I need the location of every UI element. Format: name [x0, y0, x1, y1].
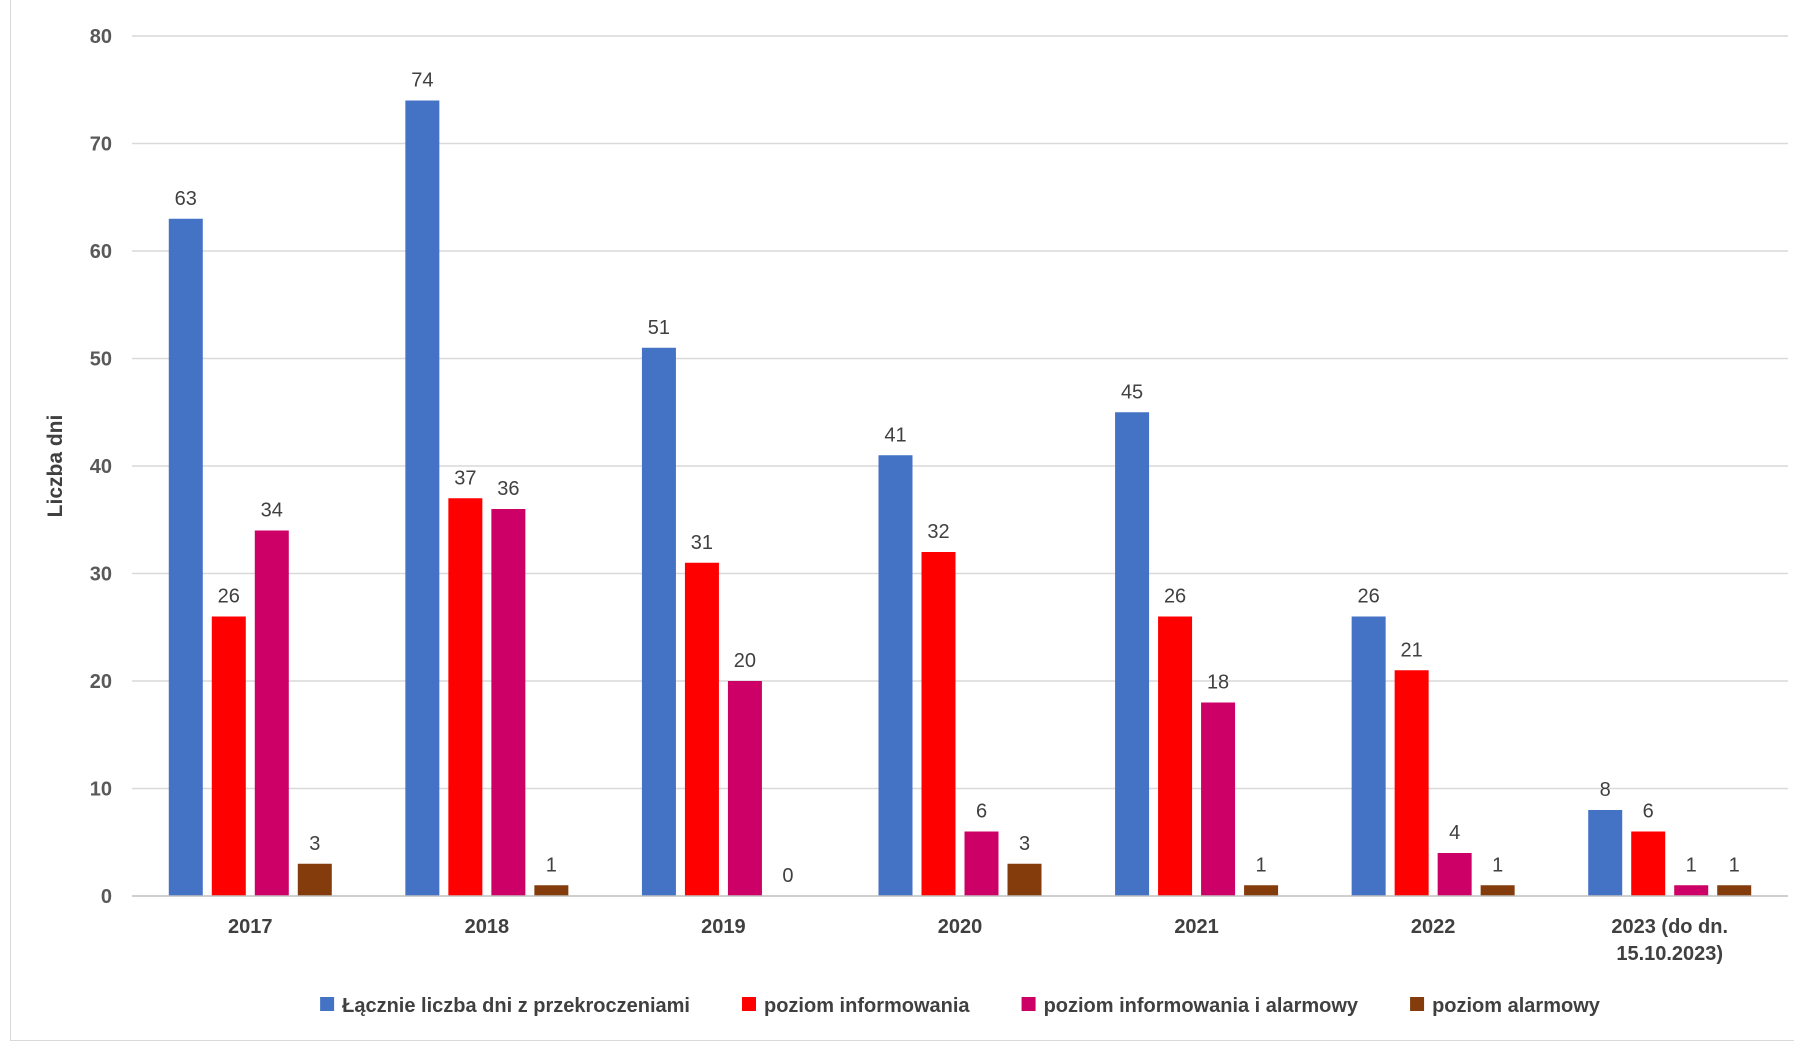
data-label: 34 [261, 500, 283, 522]
data-label: 4 [1449, 822, 1460, 844]
x-axis-categories: 2017 2018 2019 2020 2021 2022 2023 (do dn. 15.1… [228, 916, 1728, 965]
data-label: 45 [1121, 381, 1143, 403]
data-label: 36 [497, 478, 519, 500]
bar [254, 530, 289, 896]
bar [1158, 616, 1193, 896]
y-axis-title: Liczba dni [44, 415, 67, 518]
data-label: 1 [1686, 854, 1697, 876]
bar [921, 552, 956, 896]
data-label: 31 [691, 532, 713, 554]
bar [641, 347, 676, 896]
x-tick-label-line: 2020 [938, 916, 983, 938]
data-label: 26 [218, 586, 240, 608]
bar [1631, 831, 1666, 896]
bar [168, 218, 203, 896]
data-label: 32 [927, 521, 949, 543]
bar [1674, 885, 1709, 896]
bar [727, 681, 762, 896]
bar [491, 509, 526, 896]
data-label: 37 [454, 467, 476, 489]
x-tick-label: 2020 [938, 916, 983, 938]
data-label: 1 [546, 854, 557, 876]
bar [878, 455, 913, 896]
bar [1717, 885, 1752, 896]
bar [1351, 616, 1386, 896]
data-label: 51 [648, 317, 670, 339]
legend-label: poziom alarmowy [1432, 995, 1601, 1017]
y-tick-label: 70 [90, 134, 112, 156]
data-label: 41 [884, 424, 906, 446]
x-tick-label-line: 2021 [1174, 916, 1219, 938]
bar [1588, 810, 1623, 896]
bar [534, 885, 569, 896]
x-tick-label-line: 2018 [465, 916, 510, 938]
bar [405, 100, 440, 896]
data-label: 6 [976, 801, 987, 823]
y-tick-label: 50 [90, 349, 112, 371]
data-label: 3 [309, 833, 320, 855]
y-tick-label: 60 [90, 241, 112, 263]
legend-swatch [320, 997, 335, 1011]
x-tick-label-line: 2023 (do dn. [1611, 916, 1728, 938]
y-tick-label: 30 [90, 564, 112, 586]
data-label: 8 [1600, 779, 1611, 801]
data-label: 21 [1401, 639, 1423, 661]
data-label: 63 [175, 188, 197, 210]
x-tick-label-line: 2019 [701, 916, 746, 938]
x-tick-label: 2017 [228, 916, 273, 938]
data-label: 3 [1019, 833, 1030, 855]
bar [1480, 885, 1515, 896]
x-tick-label: 2019 [701, 916, 746, 938]
bars [168, 100, 1752, 896]
legend-swatch [1021, 997, 1036, 1011]
y-tick-label: 40 [90, 456, 112, 478]
data-label: 0 [782, 865, 793, 887]
data-label: 74 [411, 70, 433, 92]
y-tick-label: 0 [101, 886, 112, 908]
y-tick-label: 10 [90, 779, 112, 801]
x-tick-label-line: 2017 [228, 916, 273, 938]
data-label: 1 [1729, 854, 1740, 876]
x-tick-label: 2021 [1174, 916, 1219, 938]
bar [684, 562, 719, 896]
bar [1437, 853, 1472, 896]
x-tick-label: 2018 [465, 916, 510, 938]
data-label: 6 [1643, 801, 1654, 823]
data-label: 1 [1256, 854, 1267, 876]
bar [1244, 885, 1279, 896]
bar [211, 616, 246, 896]
bar [964, 831, 999, 896]
x-tick-label-line: 15.10.2023) [1616, 943, 1723, 965]
bar [1394, 670, 1429, 896]
gridlines [132, 35, 1788, 790]
chart-frame [10, 0, 1794, 1041]
bar [1115, 412, 1150, 896]
data-label: 20 [734, 650, 756, 672]
legend: Łącznie liczba dni z przekroczeniami pozi… [320, 995, 1601, 1017]
legend-swatch [1410, 997, 1425, 1011]
bar [1201, 702, 1236, 896]
x-tick-label: 2022 [1411, 916, 1456, 938]
bar [297, 863, 332, 896]
bar [448, 498, 483, 896]
data-label: 26 [1164, 586, 1186, 608]
legend-label: poziom informowania i alarmowy [1044, 995, 1359, 1017]
legend-label: poziom informowania [764, 995, 970, 1017]
x-tick-label: 2023 (do dn. 15.10.2023) [1611, 916, 1728, 965]
data-label: 18 [1207, 672, 1229, 694]
bar [1007, 863, 1042, 896]
y-tick-label: 80 [90, 26, 112, 48]
x-tick-label-line: 2022 [1411, 916, 1456, 938]
legend-swatch [742, 997, 757, 1011]
legend-label: Łącznie liczba dni z przekroczeniami [342, 995, 690, 1017]
y-tick-label: 20 [90, 671, 112, 693]
y-axis-ticks: 0 10 20 30 40 50 60 70 80 [90, 26, 112, 908]
data-label: 1 [1492, 854, 1503, 876]
data-label: 26 [1358, 586, 1380, 608]
